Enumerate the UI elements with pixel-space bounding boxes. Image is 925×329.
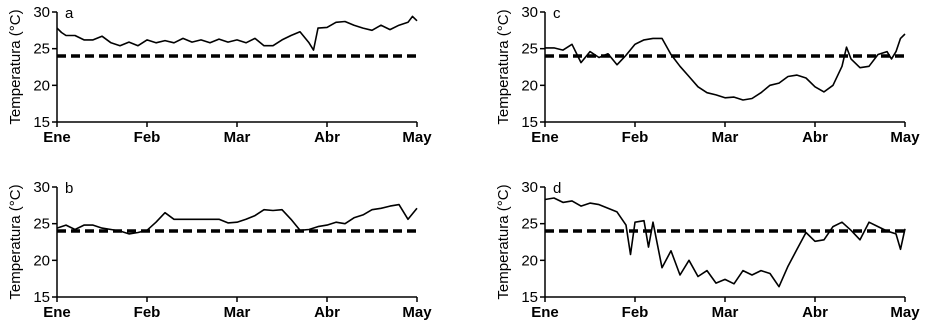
panel-letter: a [65,5,74,22]
x-tick-label: May [402,129,432,146]
y-tick-label: 15 [33,114,50,131]
y-tick-label: 30 [521,179,538,196]
y-tick-label: 25 [521,216,538,233]
x-tick-label: Ene [531,304,559,321]
chart-panel-a: 15 20 25 30 Ene Feb Mar Abr May Temperatura (°C) a [7,4,432,146]
y-tick-label: 25 [33,216,50,233]
x-tick-label: Abr [802,304,828,321]
x-tick-label: May [890,304,920,321]
y-tick-label: 20 [521,77,538,94]
x-tick-label: May [890,129,920,146]
panel-letter: b [65,180,73,197]
x-tick-label: Mar [224,129,251,146]
panel-letter: c [553,5,561,22]
x-tick-label: Mar [712,129,739,146]
x-tick-label: Ene [43,304,71,321]
x-tick-label: Mar [712,304,739,321]
y-tick-label: 30 [33,4,50,21]
x-tick-label: Feb [622,304,649,321]
x-tick-label: Feb [622,129,649,146]
chart-panel-c: 15 20 25 30 Ene Feb Mar Abr May Temperatura (°C) c [495,4,920,146]
y-tick-label: 20 [33,252,50,269]
temperature-series-line [56,203,418,235]
x-tick-label: May [402,304,432,321]
x-tick-label: Ene [531,129,559,146]
chart-panel-b: 15 20 25 30 Ene Feb Mar Abr May Temperatura (°C) b [7,179,432,321]
y-tick-label: 30 [521,4,538,21]
y-axis-title: Temperatura (°C) [495,9,512,124]
y-tick-label: 30 [33,179,50,196]
x-tick-label: Ene [43,129,71,146]
y-axis-title: Temperatura (°C) [495,184,512,299]
temperature-series-line [56,15,418,51]
y-tick-label: 15 [33,289,50,306]
x-tick-label: Feb [134,304,161,321]
panel-letter: d [553,180,561,197]
x-tick-label: Mar [224,304,251,321]
y-tick-label: 25 [521,41,538,58]
y-tick-label: 15 [521,289,538,306]
x-tick-label: Abr [314,129,340,146]
y-tick-label: 20 [33,77,50,94]
x-tick-label: Abr [314,304,340,321]
temperature-series-line [545,33,906,101]
x-tick-label: Feb [134,129,161,146]
chart-panel-d: 15 20 25 30 Ene Feb Mar Abr May Temperatura (°C) d [495,179,920,321]
y-axis-title: Temperatura (°C) [7,184,24,299]
y-tick-label: 25 [33,41,50,58]
y-axis-title: Temperatura (°C) [7,9,24,124]
y-tick-label: 20 [521,252,538,269]
y-tick-label: 15 [521,114,538,131]
temperature-series-line [544,197,906,288]
x-tick-label: Abr [802,129,828,146]
